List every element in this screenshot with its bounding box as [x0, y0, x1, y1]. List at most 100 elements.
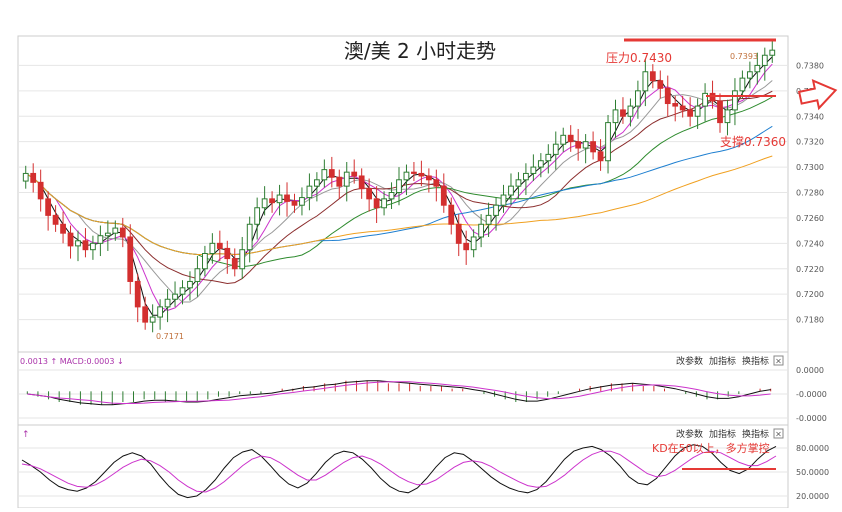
candle-body [104, 232, 111, 237]
right-arrow-icon [797, 79, 838, 111]
candle-body [52, 214, 59, 225]
candle-body [127, 236, 134, 282]
macd-tick-label: -0.0000 [796, 414, 827, 423]
candle-body [134, 280, 141, 308]
candle-body [418, 172, 425, 177]
candle-body [194, 268, 201, 282]
price-tick-label: 0.7300 [796, 163, 824, 172]
macd-dea-line [27, 381, 771, 404]
candle-body [732, 90, 738, 111]
candle-body [343, 171, 350, 187]
candle-body [269, 198, 275, 204]
price-tick-label: 0.7380 [796, 61, 824, 70]
candle-body [627, 105, 634, 117]
candle-body [358, 175, 365, 190]
kd-switch-indicator-button[interactable]: 换指标 [742, 428, 769, 440]
ma500-line [25, 155, 773, 256]
price-tick-label: 0.7220 [796, 265, 824, 274]
candle-body [672, 103, 679, 107]
candle-body [381, 198, 387, 209]
kd-tick-label: 80.0000 [796, 444, 829, 453]
candle-body [284, 194, 290, 202]
close-icon: × [775, 357, 782, 366]
kd-tick-label: 50.0000 [796, 468, 829, 477]
kd-panel: 80.0000 50.0000 20.0000 [18, 444, 829, 501]
candle-body [216, 242, 223, 249]
candle-body [172, 293, 178, 300]
candle-body [433, 179, 440, 187]
candle-body [679, 105, 686, 111]
candle-body [605, 122, 611, 162]
kd-header: ↑ [22, 430, 30, 440]
candle-body [552, 143, 559, 155]
candle-body [657, 80, 664, 89]
candle-body [448, 204, 455, 225]
candle-body [149, 316, 156, 323]
candle-body [313, 179, 320, 187]
candle-body [635, 90, 641, 107]
candle-body [493, 204, 499, 216]
candle-body [60, 223, 66, 234]
candle-body [261, 198, 268, 209]
candle-body [523, 172, 529, 181]
kd-k-line [21, 444, 777, 499]
candle-body [590, 141, 596, 153]
candle-body [276, 194, 283, 204]
candle-body [112, 227, 119, 234]
kd-change-params-button[interactable]: 改参数 [676, 428, 703, 440]
candle-body [746, 71, 753, 79]
kd-controls: 改参数 加指标 换指标 × [676, 428, 784, 440]
macd-switch-indicator-button[interactable]: 换指标 [742, 355, 769, 367]
candle-body [373, 198, 380, 209]
candle-body [567, 134, 574, 143]
candle-body [470, 236, 477, 251]
candle-body [575, 141, 582, 149]
price-tick-label: 0.7180 [796, 316, 824, 325]
kd-close-button[interactable] [773, 428, 784, 439]
high-price-label: 0.7393 [730, 52, 758, 61]
candle-body [754, 64, 761, 73]
close-icon: × [775, 430, 782, 439]
candle-body [45, 198, 52, 216]
candle-body [403, 171, 410, 181]
candle-body [97, 235, 104, 244]
candle-body [231, 258, 238, 270]
candle-body [82, 240, 89, 251]
kd-annotation: KD在50以上，多方掌控 [652, 441, 770, 455]
price-tick-label: 0.7260 [796, 214, 824, 223]
macd-change-params-button[interactable]: 改参数 [676, 355, 703, 367]
macd-close-button[interactable] [773, 355, 784, 366]
chart-frame [17, 35, 789, 509]
price-tick-label: 0.7340 [796, 112, 824, 121]
candle-body [702, 92, 708, 107]
candle-body [560, 134, 567, 145]
candle-body [485, 214, 492, 225]
candle-body [224, 247, 231, 260]
macd-add-indicator-button[interactable]: 加指标 [709, 355, 736, 367]
candle-body [157, 306, 163, 318]
candle-body [582, 141, 589, 149]
candle-body [545, 153, 552, 162]
candle-body [440, 185, 447, 206]
candle-body [508, 185, 514, 196]
macd-dif-line [27, 380, 771, 406]
candle-body [30, 172, 37, 183]
price-tick-label: 0.7240 [796, 239, 824, 248]
candle-body [411, 171, 417, 174]
low-price-label: 0.7171 [156, 332, 184, 341]
kd-add-indicator-button[interactable]: 加指标 [709, 428, 736, 440]
candle-body [478, 223, 485, 238]
candle-body [717, 100, 723, 124]
candle-body [291, 200, 298, 206]
candle-body [388, 192, 395, 200]
candle-body [500, 194, 507, 206]
candle-body [336, 176, 343, 187]
candle-body [530, 166, 537, 174]
candle-body [246, 223, 253, 251]
candle-body [687, 109, 694, 117]
candle-body [709, 92, 716, 102]
candle-body [119, 227, 126, 238]
candle-body [761, 54, 768, 66]
candle-body [642, 71, 649, 92]
